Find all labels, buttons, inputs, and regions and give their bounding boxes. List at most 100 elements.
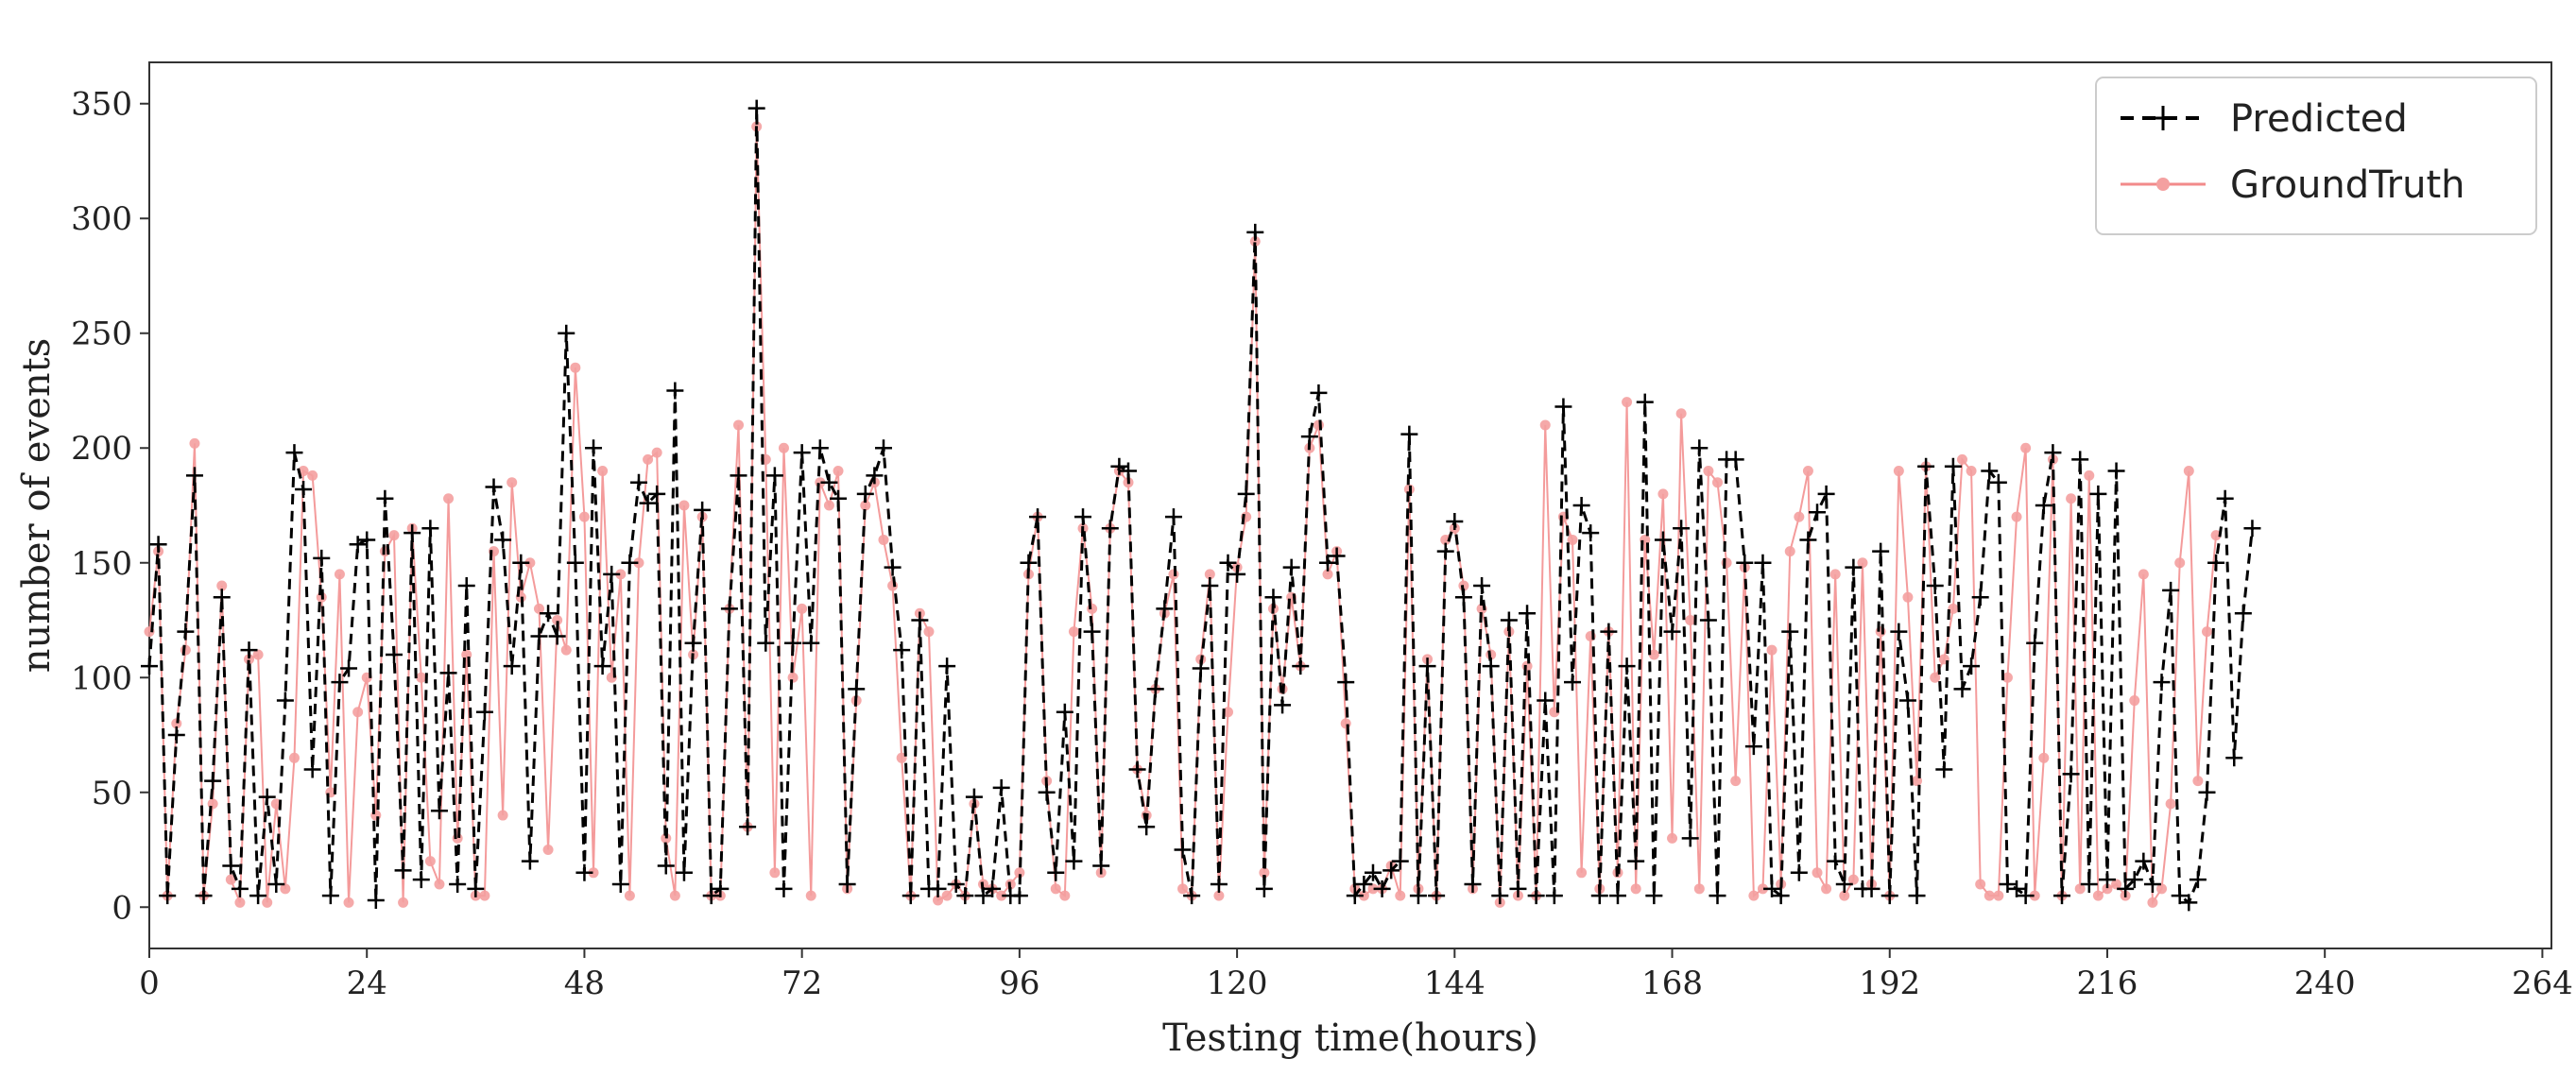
groundtruth-point bbox=[1794, 511, 1805, 522]
predicted-point bbox=[367, 891, 385, 909]
groundtruth-point bbox=[1177, 883, 1189, 895]
predicted-point bbox=[1164, 508, 1182, 526]
y-axis: 0 50 100 150 200 250 300 350 bbox=[71, 86, 149, 927]
x-tick-label: 216 bbox=[2077, 965, 2138, 1002]
groundtruth-point bbox=[1912, 776, 1923, 787]
x-tick-label: 192 bbox=[1859, 965, 1920, 1002]
groundtruth-point bbox=[216, 580, 228, 591]
predicted-point bbox=[1264, 589, 1282, 606]
predicted-point bbox=[1963, 658, 1981, 675]
predicted-point bbox=[1355, 875, 1373, 893]
groundtruth-point bbox=[533, 603, 544, 614]
groundtruth-point bbox=[624, 890, 635, 901]
y-tick-label: 100 bbox=[71, 659, 132, 697]
predicted-point bbox=[1772, 887, 1790, 905]
y-tick-label: 250 bbox=[71, 316, 132, 353]
groundtruth-point bbox=[1340, 718, 1351, 729]
predicted-point bbox=[884, 558, 902, 576]
predicted-point bbox=[2216, 489, 2234, 507]
predicted-point bbox=[1346, 887, 1364, 905]
predicted-point bbox=[1736, 554, 1754, 572]
predicted-point bbox=[585, 439, 603, 457]
predicted-point bbox=[2207, 554, 2225, 572]
groundtruth-point bbox=[252, 649, 264, 660]
groundtruth-point bbox=[1395, 890, 1406, 901]
predicted-point bbox=[430, 802, 448, 820]
predicted-point bbox=[1156, 600, 1174, 618]
groundtruth-point bbox=[1050, 883, 1061, 895]
predicted-point bbox=[1835, 875, 1853, 893]
groundtruth-point bbox=[1975, 879, 1986, 890]
groundtruth-point bbox=[588, 867, 599, 879]
groundtruth-point bbox=[651, 447, 662, 458]
x-tick-label: 96 bbox=[999, 965, 1039, 1002]
groundtruth-point bbox=[1521, 660, 1533, 672]
predicted-point bbox=[848, 680, 866, 698]
predicted-point bbox=[657, 857, 675, 875]
predicted-point bbox=[141, 658, 158, 675]
groundtruth-point bbox=[733, 419, 745, 431]
predicted-point bbox=[1564, 674, 1582, 692]
predicted-point bbox=[1663, 623, 1681, 640]
predicted-point bbox=[1509, 880, 1527, 897]
predicted-point bbox=[1047, 863, 1065, 881]
predicted-point bbox=[457, 577, 475, 595]
predicted-point bbox=[503, 658, 521, 675]
groundtruth-point bbox=[1675, 408, 1687, 419]
predicted-point bbox=[558, 324, 575, 342]
predicted-point bbox=[1228, 565, 1246, 583]
predicted-point bbox=[811, 439, 829, 457]
predicted-point bbox=[1101, 520, 1119, 538]
groundtruth-point bbox=[507, 477, 518, 488]
groundtruth-point bbox=[234, 897, 246, 908]
predicted-point bbox=[1310, 384, 1328, 401]
predicted-point bbox=[1328, 547, 1346, 565]
predicted-point bbox=[1319, 554, 1337, 572]
predicted-point bbox=[992, 778, 1010, 796]
groundtruth-point bbox=[2092, 890, 2104, 901]
x-tick-label: 264 bbox=[2512, 965, 2573, 1002]
predicted-point bbox=[1572, 497, 1590, 514]
predicted-point bbox=[902, 887, 919, 905]
predicted-point bbox=[1119, 462, 1137, 480]
groundtruth-point bbox=[1249, 236, 1261, 248]
predicted-point bbox=[1092, 857, 1110, 875]
groundtruth-point bbox=[823, 500, 834, 511]
predicted-point bbox=[1400, 425, 1418, 443]
plot-area-frame bbox=[148, 61, 2552, 949]
x-tick-label: 168 bbox=[1641, 965, 1703, 1002]
predicted-point bbox=[1744, 738, 1762, 756]
predicted-line bbox=[147, 108, 2254, 905]
groundtruth-point bbox=[424, 856, 436, 867]
groundtruth-point bbox=[189, 437, 200, 449]
groundtruth-point bbox=[769, 867, 781, 879]
x-tick-label: 24 bbox=[347, 965, 387, 1002]
predicted-point bbox=[412, 871, 430, 889]
predicted-point bbox=[1926, 577, 1944, 595]
groundtruth-point bbox=[1313, 419, 1324, 431]
groundtruth-point bbox=[1223, 707, 1234, 718]
groundtruth-point bbox=[1802, 466, 1813, 477]
predicted-point bbox=[2162, 581, 2180, 599]
predicted-point bbox=[893, 641, 911, 659]
predicted-point bbox=[593, 658, 611, 675]
predicted-point bbox=[1754, 554, 1772, 572]
groundtruth-point bbox=[1821, 883, 1832, 895]
predicted-point bbox=[866, 467, 884, 485]
predicted-point bbox=[1274, 696, 1292, 714]
predicted-point bbox=[1418, 658, 1436, 675]
predicted-point bbox=[965, 788, 983, 806]
groundtruth-point bbox=[280, 883, 291, 895]
groundtruth-point bbox=[307, 470, 318, 481]
x-axis: 0 24 48 72 96 120 144 168 192 216 240 264 bbox=[139, 948, 2573, 1002]
predicted-point bbox=[485, 478, 503, 496]
legend-box bbox=[2095, 77, 2537, 235]
predicted-point bbox=[1038, 783, 1056, 801]
groundtruth-point bbox=[1168, 569, 1179, 580]
groundtruth-point bbox=[434, 879, 445, 890]
predicted-point bbox=[1020, 554, 1038, 572]
predicted-point bbox=[947, 875, 965, 893]
groundtruth-point bbox=[1748, 890, 1760, 901]
groundtruth-point bbox=[1657, 488, 1669, 500]
